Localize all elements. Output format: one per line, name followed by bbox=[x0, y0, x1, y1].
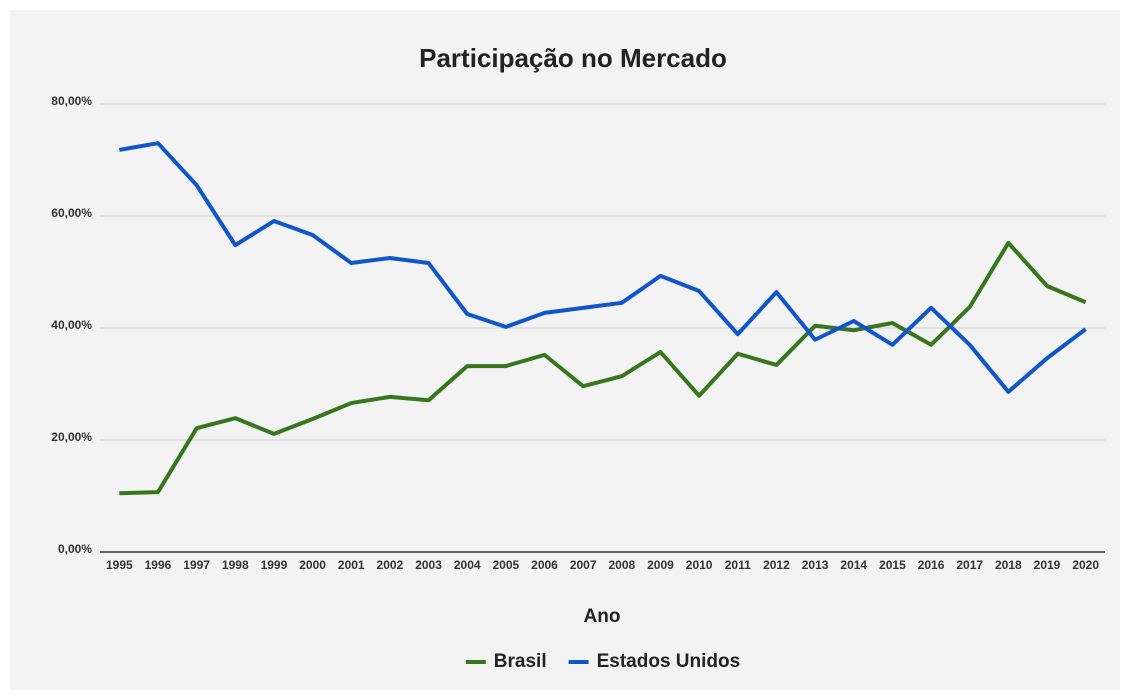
x-tick-label: 2010 bbox=[686, 558, 713, 572]
x-tick-label: 2004 bbox=[454, 558, 481, 572]
x-tick-label: 2014 bbox=[840, 558, 867, 572]
data-line bbox=[119, 240, 1087, 496]
legend-label: Brasil bbox=[494, 651, 547, 672]
x-tick-label: 2006 bbox=[531, 558, 558, 572]
x-tick-label: 1997 bbox=[183, 558, 210, 572]
x-tick-label: 2003 bbox=[415, 558, 442, 572]
x-tick-label: 2020 bbox=[1072, 558, 1099, 572]
x-tick-label: 2019 bbox=[1034, 558, 1061, 572]
x-tick-label: 2008 bbox=[608, 558, 635, 572]
x-tick-label: 2005 bbox=[493, 558, 520, 572]
x-tick-label: 2017 bbox=[956, 558, 983, 572]
x-tick-label: 2012 bbox=[763, 558, 790, 572]
x-tick-label: 2015 bbox=[879, 558, 906, 572]
x-tick-label: 1998 bbox=[222, 558, 249, 572]
chart-title: Participação no Mercado bbox=[419, 43, 727, 73]
y-tick-label: 40,00% bbox=[51, 318, 92, 332]
x-tick-label: 1996 bbox=[145, 558, 172, 572]
x-tick-label: 2018 bbox=[995, 558, 1022, 572]
chart-background bbox=[10, 10, 1120, 690]
y-tick-label: 20,00% bbox=[51, 430, 92, 444]
x-tick-label: 2000 bbox=[299, 558, 326, 572]
x-tick-label: 2002 bbox=[377, 558, 404, 572]
x-tick-label: 1999 bbox=[261, 558, 288, 572]
y-tick-label: 0,00% bbox=[58, 542, 92, 556]
y-tick-label: 80,00% bbox=[51, 94, 92, 108]
x-tick-label: 2013 bbox=[802, 558, 829, 572]
x-tick-label: 1995 bbox=[106, 558, 133, 572]
legend-label: Estados Unidos bbox=[597, 651, 741, 672]
x-tick-label: 2011 bbox=[725, 558, 751, 572]
x-tick-label: 2001 bbox=[338, 558, 365, 572]
x-axis-label: Ano bbox=[584, 606, 621, 627]
x-tick-label: 2009 bbox=[647, 558, 674, 572]
x-tick-label: 2016 bbox=[918, 558, 945, 572]
y-tick-label: 60,00% bbox=[51, 206, 92, 220]
data-line bbox=[118, 141, 1087, 394]
x-tick-label: 2007 bbox=[570, 558, 597, 572]
